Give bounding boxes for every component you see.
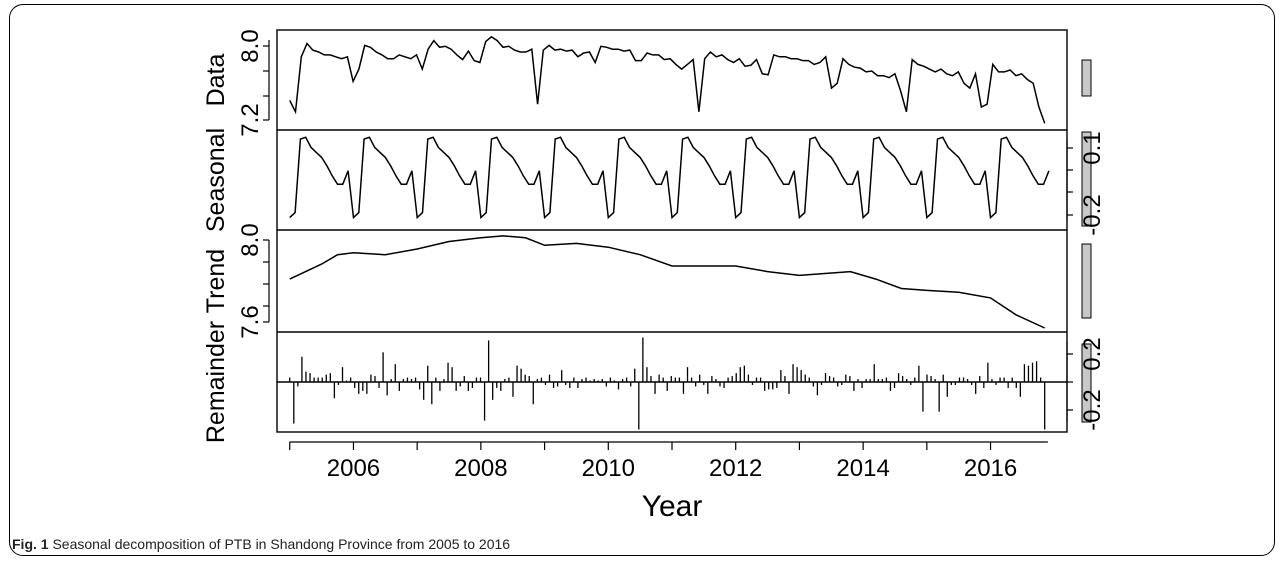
range-scale-bar — [1081, 343, 1092, 423]
x-tick-label: 2008 — [454, 455, 507, 482]
x-tick-label: 2016 — [964, 455, 1017, 482]
figure-caption: Fig. 1 Seasonal decomposition of PTB in … — [12, 536, 510, 552]
range-scale-bar — [1081, 131, 1092, 227]
range-scale-bar — [1081, 243, 1092, 319]
caption-label: Fig. 1 — [12, 536, 49, 552]
panel-label-seasonal: Seasonal — [202, 128, 230, 232]
y-tick-label: -0.2 — [1079, 389, 1106, 430]
y-tick-label: 7.2 — [237, 103, 264, 136]
y-tick-label: 7.6 — [237, 305, 264, 338]
series-line-trend — [289, 235, 1046, 329]
range-scale-bar — [1081, 59, 1092, 97]
panel-label-trend: Trend — [202, 249, 230, 313]
caption-text: Seasonal decomposition of PTB in Shandon… — [48, 536, 511, 552]
figure-frame — [9, 4, 1275, 556]
y-tick-label: 0.2 — [1079, 337, 1106, 370]
series-line-data — [289, 35, 1046, 124]
y-tick-label: 8.0 — [237, 29, 264, 62]
y-tick-label: -0.2 — [1079, 194, 1106, 235]
y-tick-label: 8.0 — [237, 223, 264, 256]
x-axis-title: Year — [642, 490, 703, 523]
x-tick-label: 2010 — [582, 455, 635, 482]
x-tick-label: 2012 — [709, 455, 762, 482]
panel-label-data: Data — [202, 54, 230, 107]
x-tick-label: 2006 — [327, 455, 380, 482]
y-tick-label: 0.1 — [1079, 131, 1106, 164]
panel-label-remainder: Remainder — [202, 321, 230, 443]
plot-frame — [276, 29, 1068, 433]
series-line-seasonal — [289, 136, 1050, 220]
x-tick-label: 2014 — [836, 455, 889, 482]
